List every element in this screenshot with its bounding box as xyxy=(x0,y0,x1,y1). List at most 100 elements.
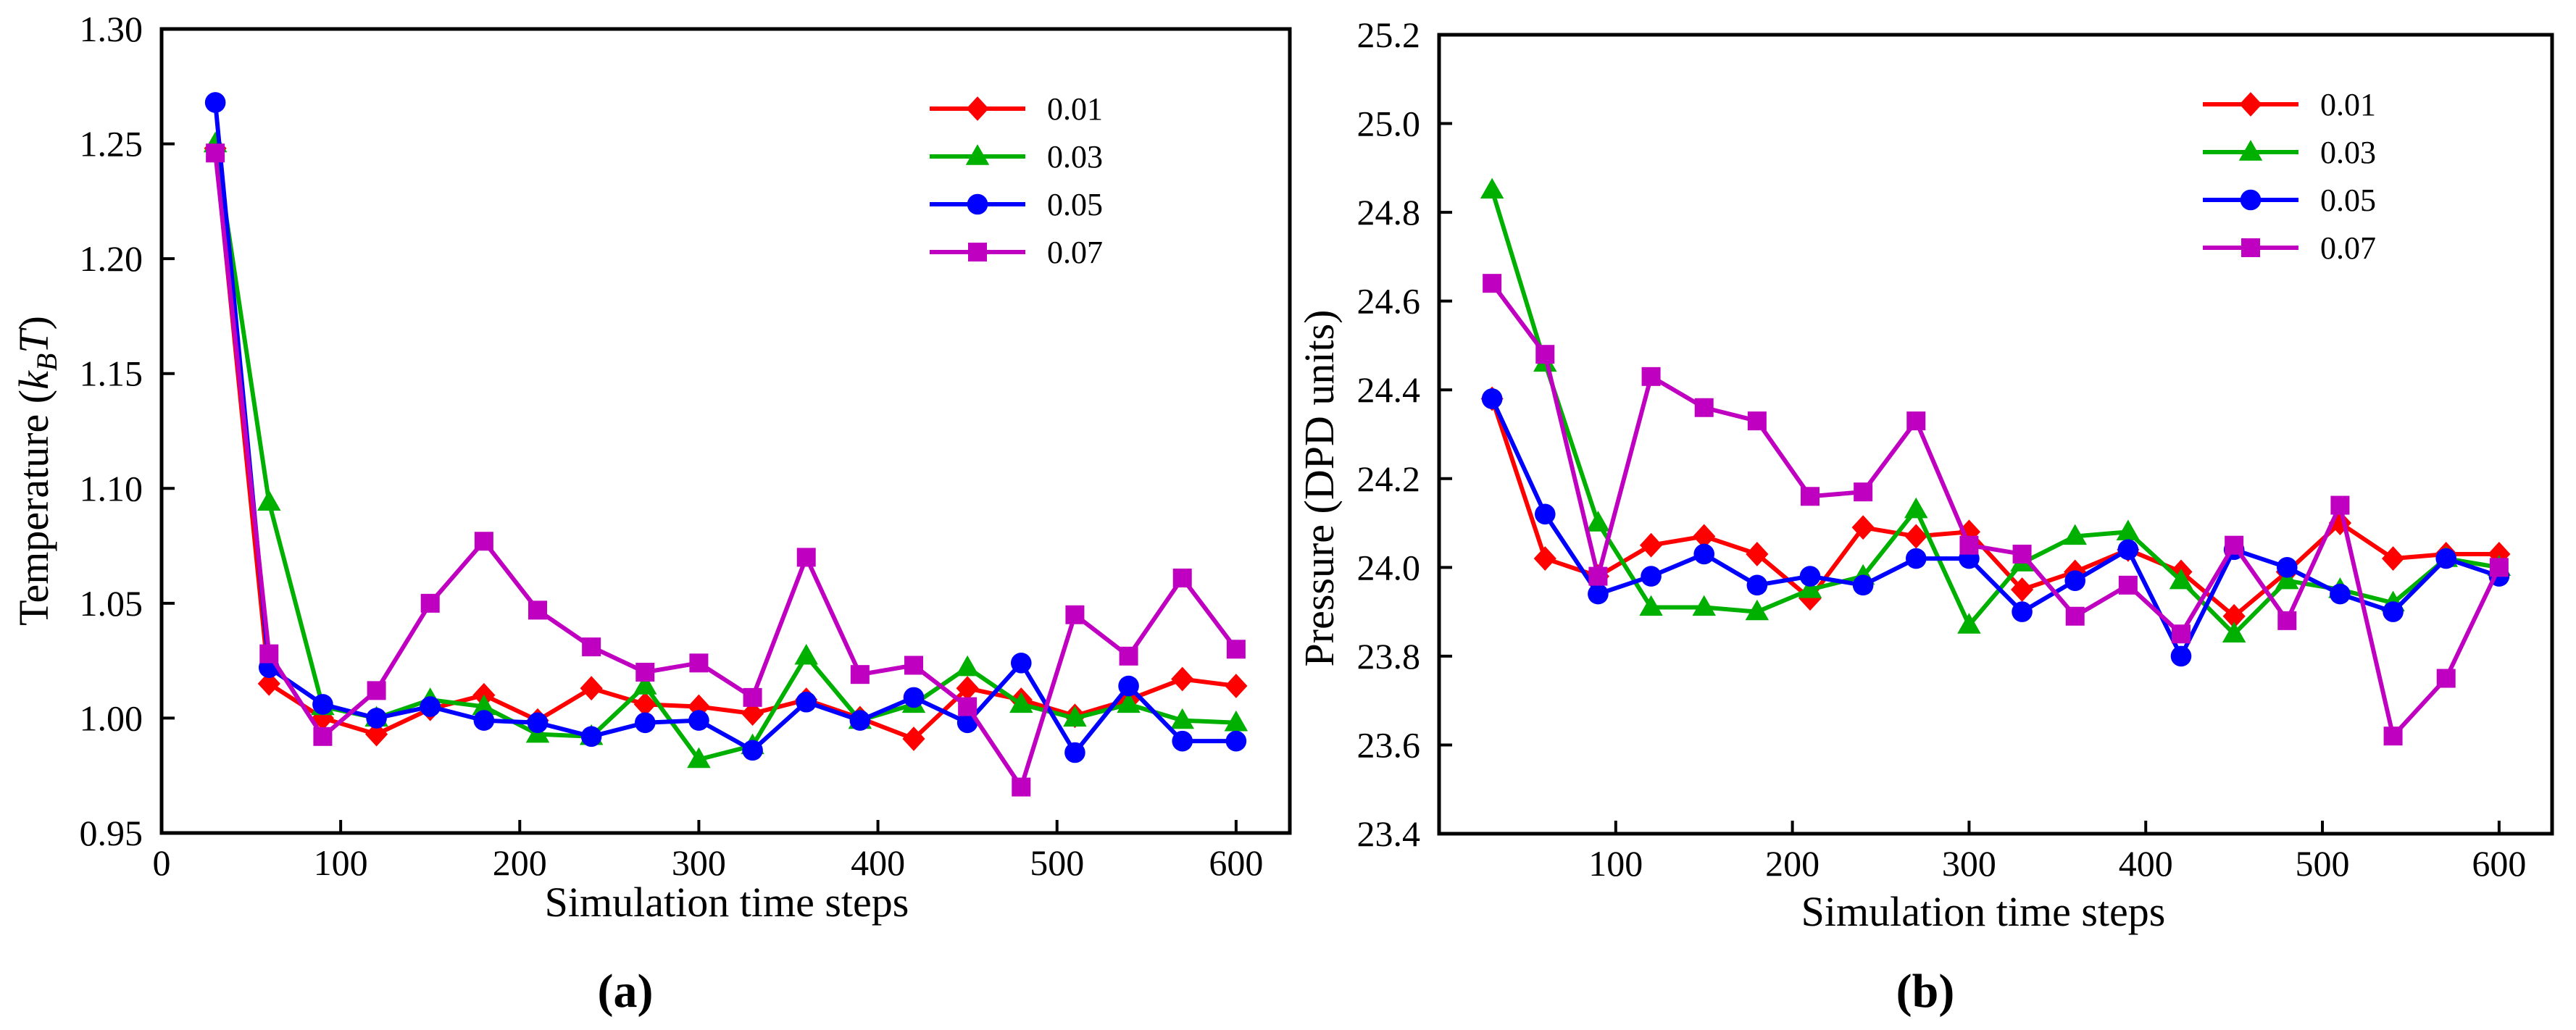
data-point xyxy=(1012,777,1031,797)
panel-a-y-axis-title-main: Temperature ( xyxy=(10,390,57,626)
panel-a-y-axis-title-k: k xyxy=(10,370,57,390)
data-point xyxy=(1588,566,1608,586)
data-point xyxy=(2225,535,2244,555)
legend-item-0.05: 0.05 xyxy=(2203,183,2376,218)
data-point xyxy=(1533,546,1556,571)
data-point xyxy=(2381,546,2405,571)
data-point xyxy=(2172,624,2191,644)
y-tick-label: 24.2 xyxy=(1357,459,1421,499)
panel-a-plot-frame xyxy=(159,27,1292,835)
y-tick-label: 24.0 xyxy=(1357,547,1421,587)
data-point xyxy=(849,710,871,731)
data-point xyxy=(1172,568,1192,587)
data-point xyxy=(257,671,280,696)
data-point xyxy=(1535,345,1555,364)
data-point xyxy=(1588,583,1609,605)
data-point xyxy=(2275,568,2299,590)
panel-a-y-axis-title-close: ) xyxy=(10,316,57,330)
data-point xyxy=(528,600,547,620)
legend-marker xyxy=(2240,189,2262,211)
legend-marker xyxy=(967,193,988,215)
data-point xyxy=(1063,705,1087,727)
series-line-0.07 xyxy=(213,152,1238,790)
data-point xyxy=(1854,482,1873,502)
legend-marker xyxy=(968,243,987,261)
data-point xyxy=(794,643,818,665)
data-point xyxy=(1171,666,1194,692)
data-point xyxy=(420,696,441,717)
data-point xyxy=(634,712,656,734)
data-point xyxy=(2065,606,2085,626)
legend-item-0.01: 0.01 xyxy=(2203,87,2376,122)
y-tick-label: 1.20 xyxy=(80,238,143,279)
data-point xyxy=(2489,558,2509,577)
series-0.01 xyxy=(204,136,1248,751)
x-tick-label: 100 xyxy=(1588,843,1643,884)
data-point xyxy=(1852,574,1874,596)
data-point xyxy=(2276,557,2298,578)
data-point xyxy=(796,691,817,713)
data-point xyxy=(420,593,440,613)
data-point xyxy=(903,687,925,708)
x-tick-label: 400 xyxy=(851,842,905,883)
data-point xyxy=(1481,388,1503,409)
data-point xyxy=(742,740,763,761)
data-point xyxy=(2169,568,2193,590)
data-point xyxy=(313,727,333,746)
data-point xyxy=(904,656,923,675)
y-tick-label: 1.05 xyxy=(80,583,143,624)
y-tick-label: 23.6 xyxy=(1357,724,1421,765)
data-point xyxy=(1226,640,1246,659)
panel-a-y-axis-title: Temperature (kBT) xyxy=(10,316,63,626)
legend-label: 0.01 xyxy=(2320,87,2376,122)
data-point xyxy=(1959,535,1979,555)
data-point xyxy=(958,697,978,716)
data-point xyxy=(2010,577,2034,602)
data-point xyxy=(1586,511,1610,532)
y-tick-label: 1.25 xyxy=(80,124,143,164)
legend-label: 0.03 xyxy=(2320,135,2376,170)
legend-marker xyxy=(2238,140,2263,161)
panel-b-x-axis-title: Simulation time steps xyxy=(1801,888,2166,935)
legend-label: 0.05 xyxy=(2320,183,2376,218)
data-point xyxy=(259,644,279,663)
data-point xyxy=(366,708,387,729)
data-point xyxy=(1693,524,1716,549)
data-point xyxy=(2222,603,2246,629)
legend-label: 0.05 xyxy=(1047,187,1103,222)
data-point xyxy=(364,721,388,747)
data-point xyxy=(741,701,764,726)
x-tick-label: 500 xyxy=(1030,842,1084,883)
legend-label: 0.03 xyxy=(1047,139,1103,175)
series-0.05 xyxy=(1481,388,2510,667)
series-0.07 xyxy=(1483,274,2509,746)
panel-b-legend: 0.01 0.03 0.05 0.07 xyxy=(2203,87,2376,266)
x-tick-label: 300 xyxy=(1942,843,1996,884)
data-point xyxy=(2435,548,2457,569)
data-point xyxy=(1746,574,1768,596)
data-point xyxy=(1064,742,1085,763)
data-point xyxy=(2063,524,2087,545)
y-tick-label: 0.95 xyxy=(80,813,143,853)
legend-marker xyxy=(966,96,989,121)
y-tick-label: 23.4 xyxy=(1357,813,1421,854)
data-point xyxy=(1065,605,1085,624)
data-point xyxy=(902,727,925,751)
series-line-0.01 xyxy=(213,148,1237,741)
legend-item-0.07: 0.07 xyxy=(2203,230,2376,266)
data-point xyxy=(1172,730,1193,752)
panel-a-temperature-chart: 0 100 200 300 400 500 600 0.95 1.00 1.05 1.10 1.15 1… xyxy=(10,9,1292,1018)
data-point xyxy=(2117,539,2139,561)
legend-label: 0.07 xyxy=(2320,230,2376,266)
panel-a-ticks: 0 100 200 300 400 500 600 0.95 1.00 1.05 1.10 1.15 1… xyxy=(80,9,1264,883)
legend-marker xyxy=(2239,92,2262,117)
data-point xyxy=(850,665,870,684)
legend-item-0.07: 0.07 xyxy=(930,235,1103,270)
data-point xyxy=(955,655,980,677)
y-tick-label: 1.15 xyxy=(80,353,143,394)
data-point xyxy=(580,676,603,701)
data-point xyxy=(1747,411,1767,431)
data-point xyxy=(2222,621,2246,642)
data-point xyxy=(1745,599,1770,621)
